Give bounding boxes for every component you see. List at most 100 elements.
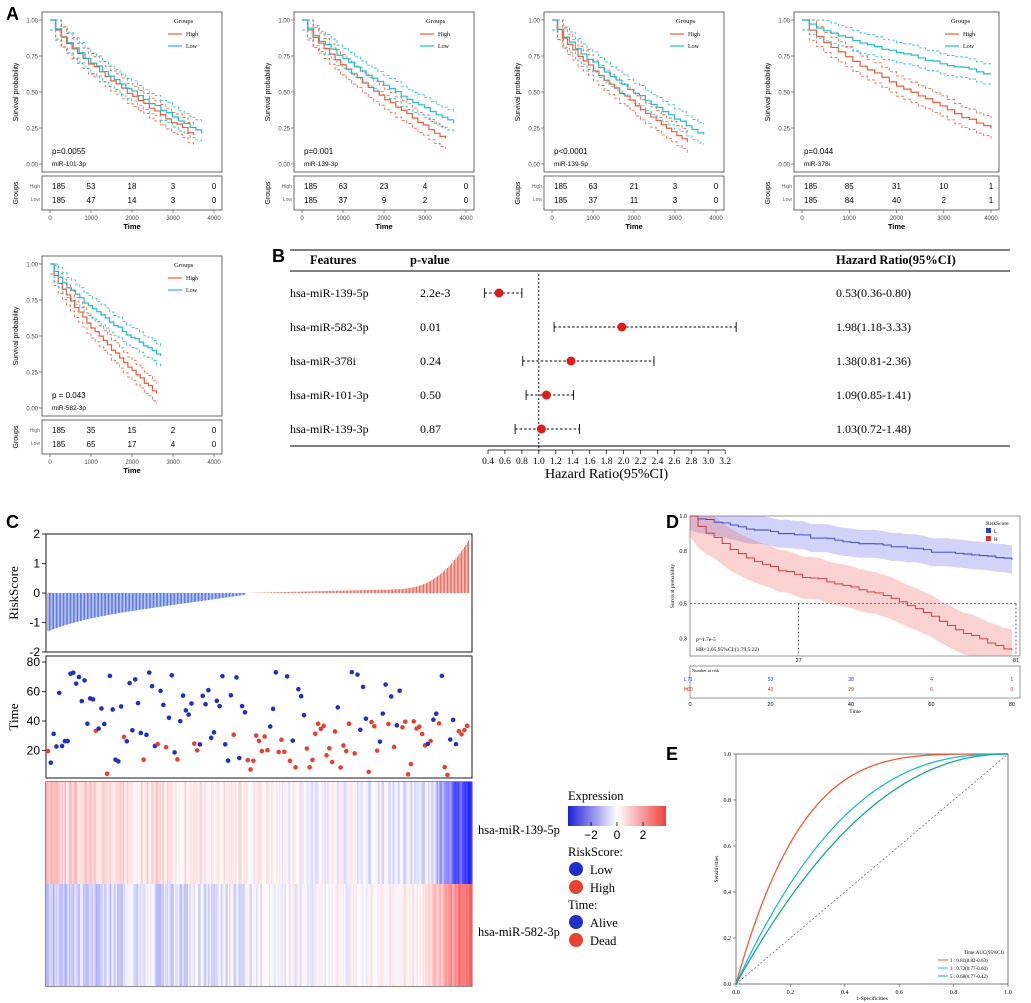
heatmap-cell-mir-139-5p: [210, 782, 213, 884]
heatmap-cell-mir-582-3p: [401, 884, 403, 986]
time-point-alive: [220, 673, 225, 679]
heatmap-cell-mir-139-5p: [169, 782, 172, 884]
hazard-ratio-text: 1.03(0.72-1.48): [836, 422, 911, 436]
y-tick-label: -1: [29, 616, 40, 630]
heatmap-cell-mir-582-3p: [243, 884, 246, 986]
y-axis-label: Survival probability: [13, 306, 20, 365]
expression-colorbar: [568, 806, 666, 826]
risk-h-value: 60: [687, 687, 693, 693]
legend-label: 3 : 0.72(0.77-0.60): [950, 967, 988, 972]
y-tick-label: 0.25: [278, 127, 290, 133]
heatmap-cell-mir-139-5p: [344, 782, 347, 884]
heatmap-cell-mir-139-5p: [402, 782, 405, 884]
heatmap-cell-mir-582-3p: [75, 884, 78, 986]
heatmap-cell-mir-139-5p: [219, 782, 222, 884]
time-point-dead: [318, 726, 324, 732]
heatmap-cell-mir-139-5p: [222, 782, 224, 884]
feature-name: hsa-miR-139-3p: [290, 422, 369, 436]
heatmap-cell-mir-582-3p: [305, 884, 308, 986]
heatmap-cell-mir-582-3p: [419, 884, 422, 986]
heatmap-cell-mir-139-5p: [382, 782, 385, 884]
heatmap-cell-mir-582-3p: [188, 884, 190, 986]
heatmap-cell-mir-139-5p: [307, 782, 310, 884]
heatmap-cell-mir-139-5p: [74, 782, 77, 884]
x-tick-label: 1000: [84, 216, 98, 222]
hazard-ratio-point: [536, 424, 546, 434]
heatmap-cell-mir-582-3p: [374, 884, 376, 986]
heatmap-cell-mir-582-3p: [324, 884, 327, 986]
panel-label-c: C: [6, 512, 19, 532]
legend-label: 5 : 0.68(0.77-0.42): [950, 975, 988, 980]
heatmap-cell-mir-139-5p: [420, 782, 423, 884]
y-tick-label: 0.25: [528, 127, 540, 133]
y-tick-label: 1.00: [26, 263, 38, 269]
x-tick-label: 1.8: [601, 457, 613, 467]
heatmap-cell-mir-582-3p: [406, 884, 409, 986]
time-point-alive: [200, 693, 206, 699]
y-tick-label: 0.25: [26, 371, 38, 377]
x-tick-label: 0.4: [841, 990, 849, 996]
time-point-alive: [357, 727, 363, 733]
median-low-value: 81: [1013, 658, 1019, 664]
time-point-alive: [298, 693, 304, 699]
heatmap-cell-mir-139-5p: [348, 782, 351, 884]
heatmap-cell-mir-139-5p: [320, 782, 322, 884]
heatmap-cell-mir-139-5p: [75, 782, 78, 884]
time-point-dead: [293, 765, 298, 770]
heatmap-cell-mir-582-3p: [206, 884, 209, 986]
risk-low-value: 0: [464, 196, 469, 205]
heatmap-cell-mir-582-3p: [178, 884, 180, 986]
heatmap-cell-mir-139-5p: [355, 782, 358, 884]
heatmap-cell-mir-582-3p: [53, 884, 55, 986]
heatmap-cell-mir-582-3p: [260, 884, 263, 986]
heatmap-cell-mir-139-5p: [134, 782, 136, 884]
heatmap-cell-mir-139-5p: [239, 782, 241, 884]
panel-label-b: B: [272, 246, 285, 266]
time-point-dead: [256, 738, 262, 744]
time-point-dead: [372, 723, 377, 729]
risk-h-value: 0: [1011, 687, 1014, 693]
heatmap-cell-mir-582-3p: [447, 884, 450, 986]
heatmap-cell-mir-582-3p: [322, 884, 325, 986]
heatmap-cell-mir-139-5p: [214, 782, 217, 884]
x-tick-label: 3000: [418, 216, 432, 222]
heatmap-cell-mir-582-3p: [212, 884, 214, 986]
legend-title: Groups: [951, 18, 971, 25]
heatmap-cell-mir-582-3p: [423, 884, 426, 986]
heatmap-cell-mir-582-3p: [456, 884, 459, 986]
heatmap-cell-mir-139-5p: [102, 782, 105, 884]
time-point-alive: [228, 692, 234, 698]
risk-high-value: 185: [554, 182, 568, 191]
heatmap-cell-mir-582-3p: [403, 884, 406, 986]
legend-l-swatch: [986, 528, 991, 533]
heatmap-cell-mir-582-3p: [295, 884, 298, 986]
ci-upper-high: [302, 19, 446, 129]
x-tick-label: 2.8: [685, 457, 697, 467]
heatmap-cell-mir-139-5p: [61, 782, 64, 884]
x-tick-label: 4000: [207, 460, 221, 466]
heatmap-cell-mir-139-5p: [285, 782, 288, 884]
x-tick-label: 1.6: [584, 457, 596, 467]
x-tick-label: 4000: [459, 216, 473, 222]
risk-row-h-label: H: [684, 687, 688, 693]
heatmap-cell-mir-139-5p: [84, 782, 87, 884]
heatmap-cell-mir-582-3p: [437, 884, 440, 986]
risk-high-value: 63: [589, 182, 598, 191]
heatmap-cell-mir-139-5p: [446, 782, 449, 884]
y-tick-label: 1.00: [778, 19, 790, 25]
legend-h-swatch: [986, 536, 991, 541]
heatmap-cell-mir-582-3p: [237, 884, 240, 986]
y-tick-label: 0: [33, 586, 40, 600]
heatmap-cell-mir-139-5p: [90, 782, 92, 884]
risk-y-label: Groups: [265, 181, 272, 204]
heatmap-cell-mir-139-5p: [338, 782, 341, 884]
heatmap-cell-mir-139-5p: [260, 782, 263, 884]
heatmap-cell-mir-582-3p: [92, 884, 95, 986]
time-point-alive: [349, 669, 355, 675]
y-tick-label: 0.50: [528, 91, 540, 97]
heatmap-cell-mir-582-3p: [71, 884, 74, 986]
ci-lower-high: [552, 29, 688, 153]
heatmap-cell-mir-139-5p: [381, 782, 383, 884]
heatmap-cell-mir-139-5p: [131, 782, 134, 884]
heatmap-cell-mir-139-5p: [267, 782, 270, 884]
